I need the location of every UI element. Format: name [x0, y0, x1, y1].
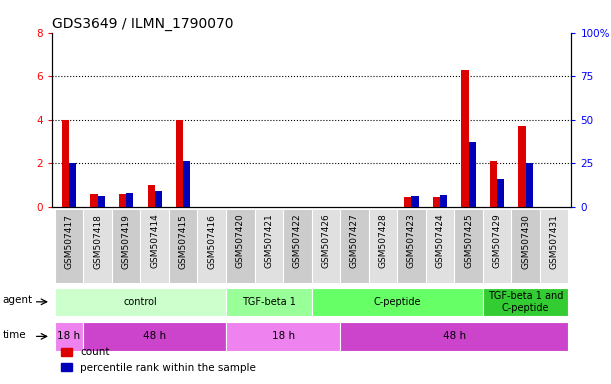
Text: GSM507425: GSM507425	[464, 214, 473, 268]
Bar	[368, 210, 397, 283]
Bar	[340, 322, 568, 351]
Bar	[469, 142, 476, 207]
Bar	[55, 322, 83, 351]
Bar	[511, 210, 540, 283]
Text: GSM507417: GSM507417	[65, 214, 73, 268]
Text: GSM507422: GSM507422	[293, 214, 302, 268]
Text: GSM507416: GSM507416	[207, 214, 216, 268]
Bar	[141, 210, 169, 283]
Text: TGF-beta 1 and
C-peptide: TGF-beta 1 and C-peptide	[488, 291, 563, 313]
Bar	[147, 185, 155, 207]
Bar	[426, 210, 455, 283]
Bar	[283, 210, 312, 283]
Bar	[119, 194, 126, 207]
Text: agent: agent	[2, 295, 33, 305]
Bar	[98, 196, 104, 207]
Text: GSM507418: GSM507418	[93, 214, 102, 268]
Bar	[397, 210, 426, 283]
Bar	[226, 322, 340, 351]
Bar	[83, 210, 112, 283]
Bar	[126, 193, 133, 207]
Bar	[197, 210, 226, 283]
Bar	[519, 126, 525, 207]
Text: GSM507419: GSM507419	[122, 214, 131, 268]
Text: GSM507427: GSM507427	[350, 214, 359, 268]
Bar	[176, 120, 183, 207]
Text: GSM507429: GSM507429	[492, 214, 502, 268]
Bar	[404, 197, 411, 207]
Bar	[55, 288, 226, 316]
Bar	[112, 210, 141, 283]
Text: GSM507423: GSM507423	[407, 214, 416, 268]
Bar	[183, 161, 191, 207]
Text: GSM507428: GSM507428	[378, 214, 387, 268]
Text: GDS3649 / ILMN_1790070: GDS3649 / ILMN_1790070	[52, 17, 233, 31]
Bar	[69, 164, 76, 207]
Text: GSM507421: GSM507421	[265, 214, 273, 268]
Bar	[90, 194, 98, 207]
Bar	[255, 210, 283, 283]
Text: GSM507430: GSM507430	[521, 214, 530, 268]
Bar	[490, 161, 497, 207]
Bar	[497, 179, 504, 207]
Bar	[340, 210, 368, 283]
Bar	[540, 210, 568, 283]
Text: 18 h: 18 h	[57, 331, 81, 341]
Bar	[483, 288, 568, 316]
Bar	[83, 322, 226, 351]
Bar	[226, 288, 312, 316]
Bar	[55, 210, 83, 283]
Text: GSM507431: GSM507431	[550, 214, 558, 268]
Text: 48 h: 48 h	[443, 331, 466, 341]
Text: control: control	[123, 297, 157, 307]
Bar	[433, 197, 440, 207]
Text: GSM507426: GSM507426	[321, 214, 331, 268]
Bar	[155, 190, 162, 207]
Bar	[411, 196, 419, 207]
Bar	[169, 210, 197, 283]
Bar	[62, 120, 69, 207]
Bar	[226, 210, 255, 283]
Bar	[312, 288, 483, 316]
Bar	[461, 70, 469, 207]
Text: GSM507420: GSM507420	[236, 214, 245, 268]
Text: TGF-beta 1: TGF-beta 1	[242, 297, 296, 307]
Bar	[440, 195, 447, 207]
Bar	[483, 210, 511, 283]
Text: GSM507415: GSM507415	[178, 214, 188, 268]
Text: time: time	[2, 330, 26, 340]
Text: GSM507414: GSM507414	[150, 214, 159, 268]
Bar	[312, 210, 340, 283]
Text: 48 h: 48 h	[143, 331, 166, 341]
Text: 18 h: 18 h	[271, 331, 295, 341]
Bar	[455, 210, 483, 283]
Bar	[525, 164, 533, 207]
Legend: count, percentile rank within the sample: count, percentile rank within the sample	[57, 343, 260, 377]
Text: C-peptide: C-peptide	[373, 297, 421, 307]
Text: GSM507424: GSM507424	[436, 214, 445, 268]
